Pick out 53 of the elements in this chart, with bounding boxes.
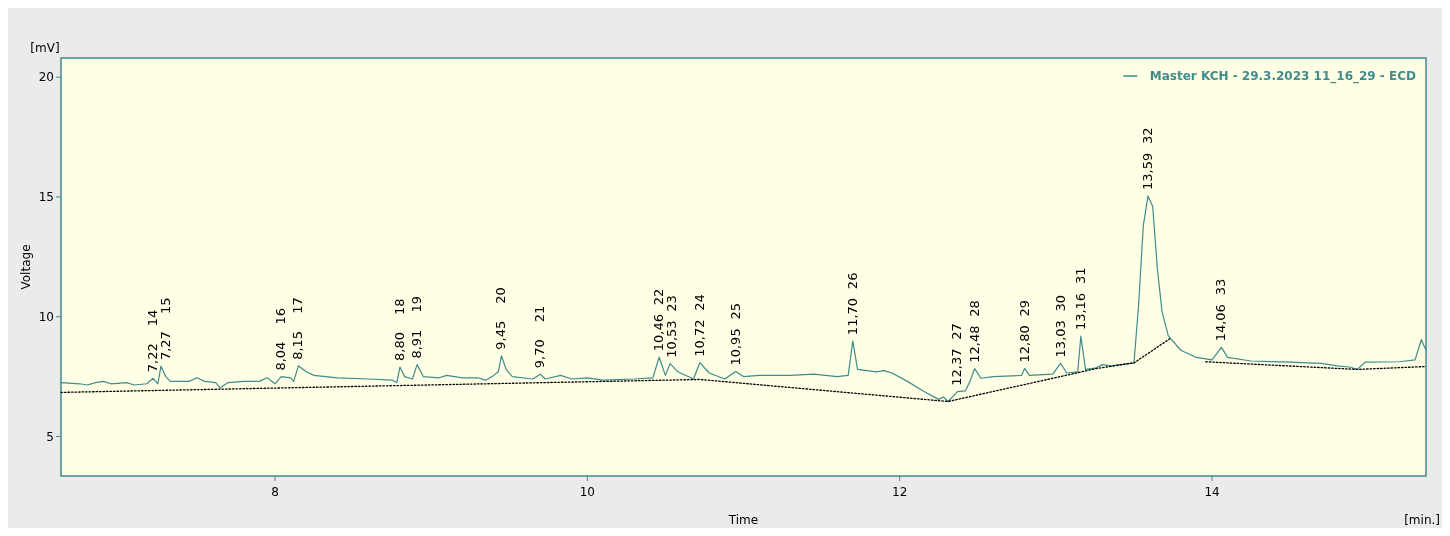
annotation: 7,22 xyxy=(145,343,161,373)
annotation: 7,27 xyxy=(158,331,174,361)
annotation: 12,37 xyxy=(949,348,965,386)
annotation: 11,70 xyxy=(844,297,860,336)
x-tick-label: 10 xyxy=(579,485,595,499)
annotation: 29 xyxy=(1016,299,1032,317)
x-tick-label: 12 xyxy=(892,485,908,499)
annotation: 30 xyxy=(1052,294,1068,312)
annotation: 23 xyxy=(664,295,680,312)
annotation: 9,45 xyxy=(493,320,509,350)
annotation: 15 xyxy=(158,297,174,315)
annotation: 13,16 xyxy=(1072,292,1088,331)
annotation: 12,48 xyxy=(966,325,982,363)
y-tick-label: 10 xyxy=(38,309,54,324)
annotation: 18 xyxy=(391,298,407,316)
y-axis-title: Voltage xyxy=(19,244,33,290)
annotation: 17 xyxy=(290,297,306,314)
y-tick-label: 5 xyxy=(46,429,54,444)
x-tick-label: 8 xyxy=(271,485,279,499)
annotation: 10,95 xyxy=(727,328,743,366)
annotation: 27 xyxy=(949,323,965,340)
annotation: 14,06 xyxy=(1213,304,1229,342)
annotation: 13,59 xyxy=(1140,152,1155,190)
y-tick-label: 20 xyxy=(38,70,54,85)
x-tick-label: 14 xyxy=(1204,485,1220,499)
annotation: 22 xyxy=(651,288,667,306)
annotation: 10,46 xyxy=(651,313,667,352)
text: [mV] xyxy=(30,41,60,55)
annotation: 24 xyxy=(691,294,707,311)
annotation: 12,80 xyxy=(1016,325,1032,363)
x-axis-title: Time xyxy=(727,513,759,527)
annotation: 31 xyxy=(1072,267,1088,285)
annotation: 8,80 xyxy=(391,332,407,362)
annotation: 8,91 xyxy=(409,329,425,359)
annotation: 10,53 xyxy=(664,320,680,358)
annotation: 16 xyxy=(273,308,289,325)
annotation: 21 xyxy=(532,305,548,323)
annotation: 19 xyxy=(409,296,425,313)
text: [min.] xyxy=(1404,513,1440,527)
annotation: 26 xyxy=(844,272,860,290)
legend-label: Master KCH - 29.3.2023 11_16_29 - ECD xyxy=(1149,69,1417,84)
y-tick-label: 15 xyxy=(38,190,54,205)
annotation: 32 xyxy=(1140,127,1155,144)
annotation: 28 xyxy=(966,300,982,317)
annotation: 33 xyxy=(1213,278,1229,296)
annotation: 8,04 xyxy=(273,341,289,371)
annotation: 14 xyxy=(145,309,161,327)
annotation: 13,03 xyxy=(1052,320,1068,358)
annotation: 20 xyxy=(493,287,509,304)
annotation: 25 xyxy=(727,303,743,320)
annotation: 9,70 xyxy=(532,339,548,369)
annotation: 8,15 xyxy=(290,330,306,360)
annotation: 10,72 xyxy=(691,319,707,357)
